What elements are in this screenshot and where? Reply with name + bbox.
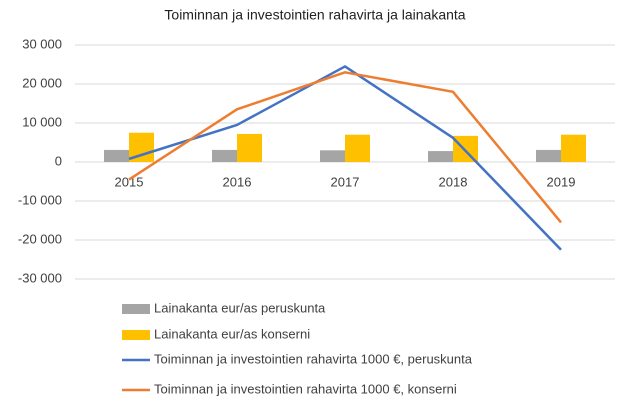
y-tick-label: 30 000 [22,36,62,51]
legend-label: Toiminnan ja investointien rahavirta 100… [154,351,473,366]
bar [212,149,237,162]
legend-label: Lainakanta eur/as peruskunta [154,300,326,315]
x-tick-label: 2017 [331,174,360,189]
legend-label: Lainakanta eur/as konserni [154,326,310,341]
y-tick-label: 10 000 [22,114,62,129]
bar [237,133,262,162]
legend-swatch [122,304,150,314]
x-tick-label: 2018 [439,174,468,189]
bar [104,149,129,162]
bar [536,149,561,162]
bar [428,151,453,162]
chart-title: Toiminnan ja investointien rahavirta ja … [164,7,465,23]
y-tick-label: 20 000 [22,75,62,90]
y-tick-label: -20 000 [18,231,62,246]
line-series [128,71,562,224]
bar [345,134,370,162]
x-tick-label: 2015 [115,174,144,189]
y-tick-label: -10 000 [18,192,62,207]
bar [320,150,345,162]
bar [561,134,586,162]
legend-label: Toiminnan ja investointien rahavirta 100… [154,381,457,396]
x-tick-label: 2016 [223,174,252,189]
x-tick-label: 2019 [547,174,576,189]
line-series [128,65,562,251]
legend-swatch [122,330,150,340]
y-tick-label: 0 [55,153,62,168]
y-tick-label: -30 000 [18,270,62,285]
